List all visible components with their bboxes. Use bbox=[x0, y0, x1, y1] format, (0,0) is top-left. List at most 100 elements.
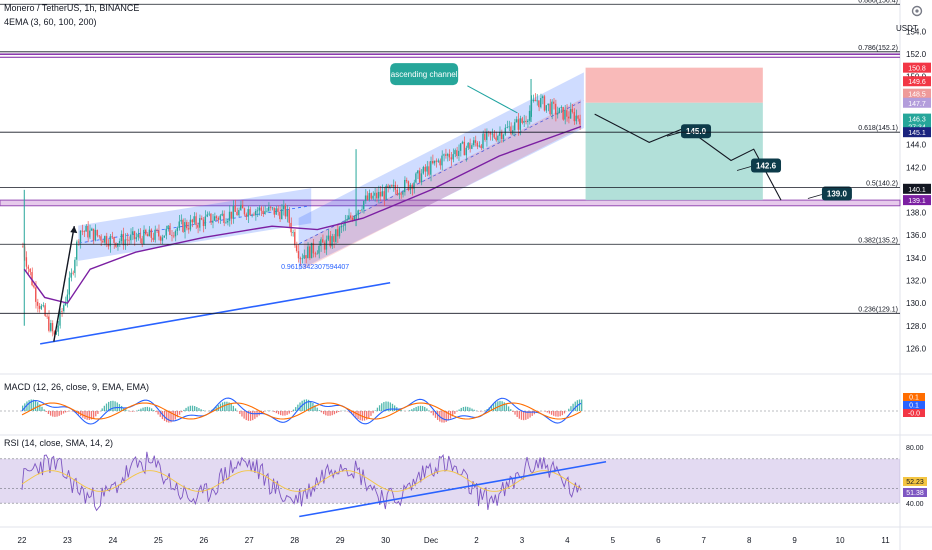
macd-histogram-bar bbox=[484, 410, 486, 411]
candle-body bbox=[560, 106, 562, 108]
candle-body bbox=[282, 205, 285, 210]
time-tick-label: 27 bbox=[245, 536, 254, 545]
candle-body bbox=[115, 242, 117, 247]
candle-body bbox=[545, 105, 547, 111]
candle-body bbox=[66, 294, 69, 302]
price-axis-badge bbox=[903, 113, 931, 124]
macd-histogram-bar bbox=[170, 411, 172, 423]
macd-histogram-bar bbox=[424, 406, 426, 411]
candle-body bbox=[476, 142, 479, 147]
candle-body bbox=[223, 213, 225, 224]
candle-body bbox=[318, 245, 320, 254]
macd-histogram-bar bbox=[163, 411, 166, 421]
macd-histogram-bar bbox=[284, 411, 286, 416]
macd-histogram-bar bbox=[570, 406, 572, 411]
fib-label: 0.236(129.1) bbox=[858, 306, 898, 313]
candle-body bbox=[532, 99, 534, 102]
macd-axis-badge bbox=[903, 409, 925, 417]
candle-body bbox=[387, 185, 389, 188]
candle-body bbox=[366, 195, 369, 200]
candle-body bbox=[247, 209, 249, 217]
macd-histogram-bar bbox=[333, 411, 336, 415]
time-tick-label: 29 bbox=[336, 536, 345, 545]
ema-line bbox=[23, 125, 582, 304]
candle-body bbox=[275, 208, 277, 215]
candle-body bbox=[277, 208, 279, 212]
candle-body bbox=[484, 133, 486, 140]
macd-histogram-bar bbox=[568, 408, 570, 411]
price-axis[interactable]: 126.0128.0130.0132.0134.0136.0138.0140.0… bbox=[903, 27, 931, 508]
macd-histogram-bar bbox=[295, 407, 297, 411]
candle-body bbox=[234, 206, 236, 212]
candle-body bbox=[495, 137, 497, 141]
candle-body bbox=[228, 211, 231, 221]
time-axis[interactable]: 22 23 24 25 26 27 28 29 30 Dec 2 3 4 5 6 7 8 9 10 11 bbox=[18, 536, 891, 545]
gear-icon[interactable] bbox=[910, 4, 924, 18]
candle-body bbox=[68, 277, 70, 295]
time-tick-label: 2 bbox=[474, 536, 479, 545]
candle-body bbox=[454, 150, 456, 155]
candle-body bbox=[199, 218, 201, 228]
macd-histogram-bar bbox=[232, 405, 235, 411]
macd-histogram-bar bbox=[84, 411, 86, 419]
macd-histogram-bar bbox=[22, 405, 24, 411]
candle-body bbox=[213, 216, 216, 221]
candle-body bbox=[193, 216, 195, 223]
time-tick-label: 5 bbox=[611, 536, 616, 545]
candle-body bbox=[208, 213, 210, 215]
candle-body bbox=[418, 170, 421, 183]
candle-body bbox=[491, 133, 493, 135]
macd-histogram-bar bbox=[286, 411, 288, 415]
candle-body bbox=[254, 210, 257, 216]
target-box bbox=[681, 124, 712, 139]
indicator-label[interactable]: 4EMA (3, 60, 100, 200) bbox=[4, 17, 97, 27]
candle-body bbox=[76, 241, 78, 260]
macd-axis-badge bbox=[903, 401, 925, 409]
candle-body bbox=[322, 239, 324, 243]
candle-body bbox=[299, 258, 302, 260]
macd-histogram-bar bbox=[34, 400, 37, 411]
impulse-arrow bbox=[53, 226, 75, 342]
candle-body bbox=[450, 157, 452, 160]
macd-histogram-bar bbox=[473, 409, 475, 411]
price-tick-label: 142.0 bbox=[906, 163, 927, 172]
macd-histogram-bar bbox=[525, 411, 527, 420]
candle-body bbox=[389, 185, 391, 188]
macd-legend[interactable]: MACD (12, 26, close, 9, EMA, EMA) bbox=[4, 382, 150, 392]
macd-histogram-bar bbox=[101, 408, 103, 411]
candle-body bbox=[333, 236, 335, 242]
macd-histogram-bar bbox=[432, 411, 434, 416]
macd-histogram-bar bbox=[105, 403, 108, 411]
candle-body bbox=[128, 239, 130, 241]
macd-histogram-bar bbox=[297, 404, 299, 411]
candle-body bbox=[241, 204, 244, 209]
macd-histogram-bar bbox=[353, 411, 355, 416]
candle-body bbox=[368, 193, 370, 200]
macd-histogram-bar bbox=[54, 411, 56, 417]
candle-body bbox=[206, 214, 208, 217]
candle-body bbox=[286, 209, 288, 217]
candle-body bbox=[310, 242, 313, 259]
candle-body bbox=[510, 126, 512, 135]
price-axis-badge bbox=[903, 76, 931, 87]
macd-histogram-bar bbox=[155, 411, 157, 413]
candle-body bbox=[465, 147, 467, 156]
time-tick-label: 22 bbox=[18, 536, 27, 545]
price-tick-label: 128.0 bbox=[906, 322, 927, 331]
channel-label-text: ascending channel bbox=[391, 70, 458, 79]
candle-body bbox=[137, 234, 139, 238]
candle-body bbox=[81, 230, 83, 232]
candle-body bbox=[143, 229, 145, 244]
rsi-tick-label: 40.00 bbox=[906, 501, 924, 508]
macd-histogram-bar bbox=[166, 411, 168, 423]
candle-body bbox=[264, 211, 266, 214]
price-axis-badge-text: 149.6 bbox=[908, 79, 926, 86]
fib-levels: 0.886(156.4) 0.786(152.2) 0.618(145.1) 0.5(… bbox=[0, 0, 900, 314]
rsi-legend[interactable]: RSI (14, close, SMA, 14, 2) bbox=[4, 438, 114, 448]
candle-body bbox=[120, 233, 123, 242]
candle-body bbox=[150, 229, 152, 238]
fib-label: 0.786(152.2) bbox=[858, 45, 898, 52]
macd-histogram-bar bbox=[58, 411, 60, 416]
macd-histogram-bar bbox=[316, 407, 318, 411]
